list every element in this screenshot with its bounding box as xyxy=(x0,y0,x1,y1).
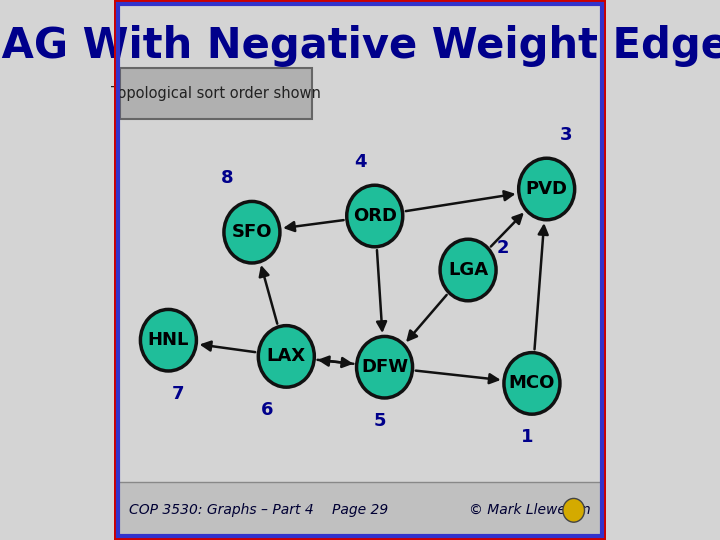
Text: 7: 7 xyxy=(172,385,184,403)
Text: ORD: ORD xyxy=(353,207,397,225)
Circle shape xyxy=(140,309,197,371)
Text: Page 29: Page 29 xyxy=(332,503,388,517)
Text: 2: 2 xyxy=(496,239,509,258)
Text: HNL: HNL xyxy=(148,331,189,349)
Text: DAG With Negative Weight Edges: DAG With Negative Weight Edges xyxy=(0,25,720,67)
Text: MCO: MCO xyxy=(509,374,555,393)
Text: 3: 3 xyxy=(560,126,572,144)
Text: © Mark Llewellyn: © Mark Llewellyn xyxy=(469,503,591,517)
Text: PVD: PVD xyxy=(526,180,567,198)
Text: LAX: LAX xyxy=(266,347,306,366)
Circle shape xyxy=(224,201,280,263)
Circle shape xyxy=(356,336,413,398)
Text: 5: 5 xyxy=(374,412,386,430)
Text: 1: 1 xyxy=(521,428,534,447)
Text: LGA: LGA xyxy=(448,261,488,279)
FancyBboxPatch shape xyxy=(120,68,312,119)
Text: 8: 8 xyxy=(221,169,234,187)
Text: Topological sort order shown: Topological sort order shown xyxy=(111,86,321,101)
Circle shape xyxy=(258,326,315,387)
Text: COP 3530: Graphs – Part 4: COP 3530: Graphs – Part 4 xyxy=(129,503,314,517)
Circle shape xyxy=(347,185,402,247)
Circle shape xyxy=(504,353,560,414)
Text: 6: 6 xyxy=(261,401,273,420)
Text: 4: 4 xyxy=(354,153,366,171)
Text: SFO: SFO xyxy=(232,223,272,241)
Circle shape xyxy=(518,158,575,220)
Circle shape xyxy=(563,498,585,522)
Circle shape xyxy=(440,239,496,301)
Text: DFW: DFW xyxy=(361,358,408,376)
Bar xyxy=(118,483,602,536)
